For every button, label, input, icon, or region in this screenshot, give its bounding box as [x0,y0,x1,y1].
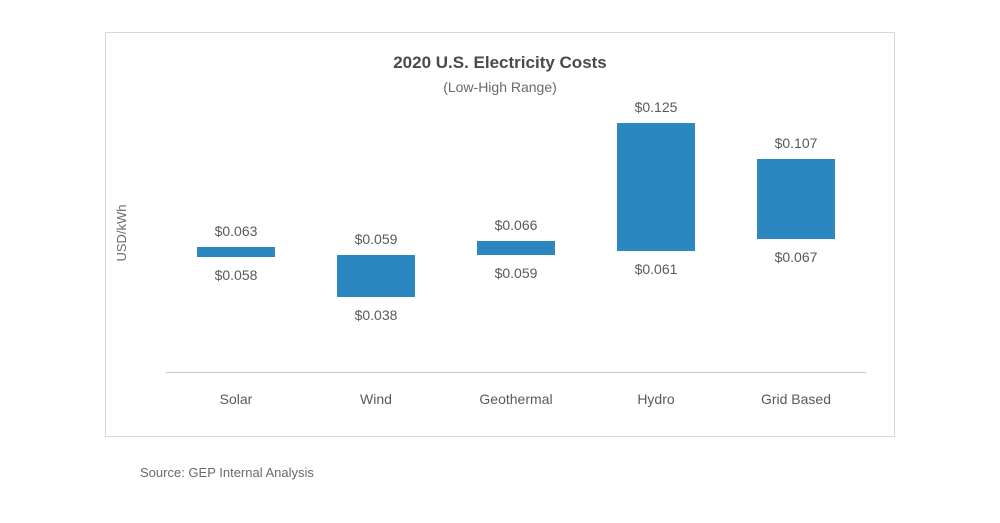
bar [477,241,555,255]
chart-titles: 2020 U.S. Electricity Costs (Low-High Ra… [106,53,894,95]
x-axis-labels: SolarWindGeothermalHydroGrid Based [166,391,866,421]
value-label-low: $0.059 [495,265,538,281]
value-label-low: $0.038 [355,307,398,323]
bar [617,123,695,251]
value-label-high: $0.059 [355,231,398,247]
category-label: Grid Based [726,391,866,407]
chart-title: 2020 U.S. Electricity Costs [106,53,894,73]
value-label-high: $0.125 [635,99,678,115]
bar-group: $0.125 $0.061 [586,93,726,373]
category-label: Solar [166,391,306,407]
bar [337,255,415,297]
value-label-high: $0.063 [215,223,258,239]
bar [757,159,835,239]
value-label-high: $0.107 [775,135,818,151]
chart-frame: 2020 U.S. Electricity Costs (Low-High Ra… [105,32,895,437]
value-label-low: $0.067 [775,249,818,265]
y-axis-label: USD/kWh [114,204,129,261]
category-label: Wind [306,391,446,407]
bar [197,247,275,257]
bar-group: $0.107 $0.067 [726,93,866,373]
bar-group: $0.066 $0.059 [446,93,586,373]
source-text: Source: GEP Internal Analysis [140,465,314,480]
value-label-low: $0.061 [635,261,678,277]
bar-group: $0.059 $0.038 [306,93,446,373]
value-label-high: $0.066 [495,217,538,233]
bar-group: $0.063 $0.058 [166,93,306,373]
category-label: Hydro [586,391,726,407]
value-label-low: $0.058 [215,267,258,283]
plot-area: $0.063 $0.058 $0.059 $0.038 $0.066 $0.059 $0.1… [166,93,866,373]
category-label: Geothermal [446,391,586,407]
